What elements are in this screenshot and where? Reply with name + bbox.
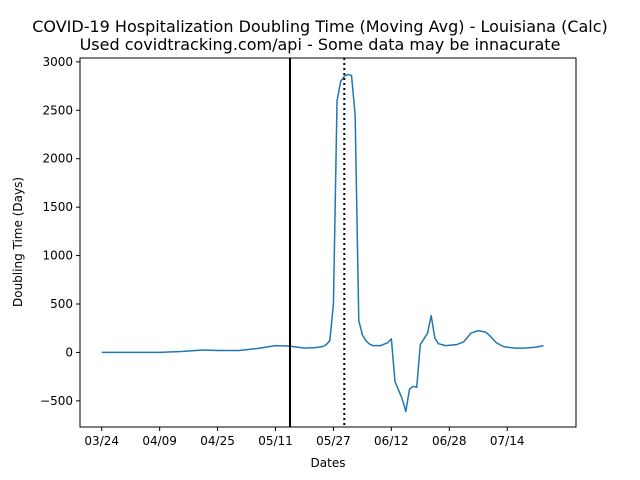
y-tick-label: 2500 [42,103,73,117]
y-tick-label: 3000 [42,55,73,69]
x-tick-label: 04/09 [142,434,177,448]
y-tick-label: −500 [40,394,73,408]
x-tick-label: 07/14 [490,434,525,448]
y-tick-label: 2000 [42,152,73,166]
chart-subtitle: Used covidtracking.com/api - Some data m… [79,35,561,54]
y-tick-label: 500 [50,297,73,311]
x-tick-label: 03/24 [84,434,119,448]
chart-title: COVID-19 Hospitalization Doubling Time (… [32,17,608,36]
plot-frame [79,57,577,428]
y-tick-label: 0 [65,345,73,359]
y-tick-label: 1500 [42,200,73,214]
x-tick-label: 04/25 [200,434,235,448]
y-axis-label: Doubling Time (Days) [11,177,25,307]
x-tick-label: 06/28 [432,434,467,448]
x-tick-label: 06/12 [374,434,409,448]
x-axis-label: Dates [311,456,346,470]
y-tick-label: 1000 [42,249,73,263]
x-tick-label: 05/27 [316,434,351,448]
x-tick-label: 05/11 [258,434,293,448]
series-line [101,73,544,413]
